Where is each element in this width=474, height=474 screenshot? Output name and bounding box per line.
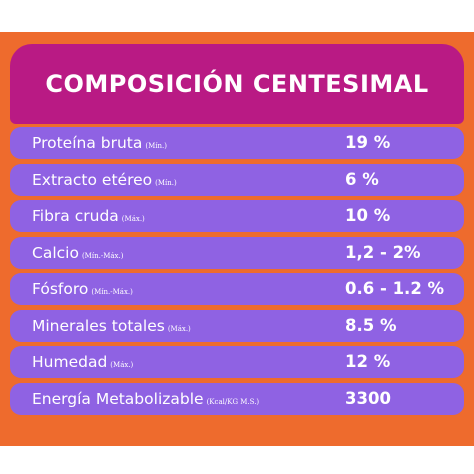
nutrient-name: Extracto etéreo [32,170,153,189]
nutrient-name: Fósforo [32,280,89,298]
nutrient-qualifier: (Mín.) [155,178,177,187]
nutrient-name: Calcio [32,243,79,262]
table-header: COMPOSICIÓN CENTESIMAL [10,44,464,124]
nutrient-qualifier: (Máx.) [167,324,191,333]
composition-table: Proteína bruta (Mín.) 19 % Extracto etére… [10,127,464,419]
row-label: Fósforo (Mín.-Máx.) [32,273,133,308]
nutrient-qualifier: (Kcal/KG M.S.) [206,397,260,406]
table-row-calcio: Calcio (Mín.-Máx.) 1,2 - 2% [10,236,464,272]
table-row-proteina: Proteína bruta (Mín.) 19 % [10,127,464,159]
table-title: COMPOSICIÓN CENTESIMAL [45,70,429,98]
row-label: Proteína bruta (Mín.) [32,127,167,162]
nutrient-value: 12 % [345,352,391,371]
table-row-extracto: Extracto etéreo (Mín.) 6 % [10,163,464,199]
table-row-fibra: Fibra cruda (Máx.) 10 % [10,200,464,232]
row-label: Calcio (Mín.-Máx.) [32,237,123,272]
nutrient-value: 1,2 - 2% [345,242,421,262]
nutrient-value: 0.6 - 1.2 % [345,279,445,298]
row-label: Fibra cruda (Máx.) [32,200,145,235]
nutrient-qualifier: (Mín.-Máx.) [81,251,124,260]
nutrient-name: Minerales totales [32,316,165,335]
nutrient-value: 19 % [345,133,391,152]
row-label: Extracto etéreo (Mín.) [32,164,177,199]
nutrient-name: Fibra cruda [32,207,119,225]
nutrient-name: Energía Metabolizable [32,389,204,408]
nutrient-qualifier: (Mín.-Máx.) [91,288,133,296]
nutrient-value: 6 % [345,169,379,189]
nutrient-qualifier: (Mín.) [145,142,167,150]
table-row-humedad: Humedad (Máx.) 12 % [10,346,464,378]
nutrient-value: 3300 [345,388,391,408]
table-row-energia: Energía Metabolizable (Kcal/KG M.S.) 3300 [10,382,464,418]
nutrient-value: 8.5 % [345,315,397,335]
nutrient-qualifier: (Máx.) [121,215,145,223]
row-label: Humedad (Máx.) [32,346,133,381]
row-label: Energía Metabolizable (Kcal/KG M.S.) [32,383,259,418]
nutrient-name: Proteína bruta [32,134,143,152]
nutrient-qualifier: (Máx.) [110,361,134,369]
nutrient-value: 10 % [345,206,391,225]
nutrient-name: Humedad [32,353,108,371]
row-label: Minerales totales (Máx.) [32,310,191,345]
table-row-fosforo: Fósforo (Mín.-Máx.) 0.6 - 1.2 % [10,273,464,305]
table-row-minerales: Minerales totales (Máx.) 8.5 % [10,309,464,345]
